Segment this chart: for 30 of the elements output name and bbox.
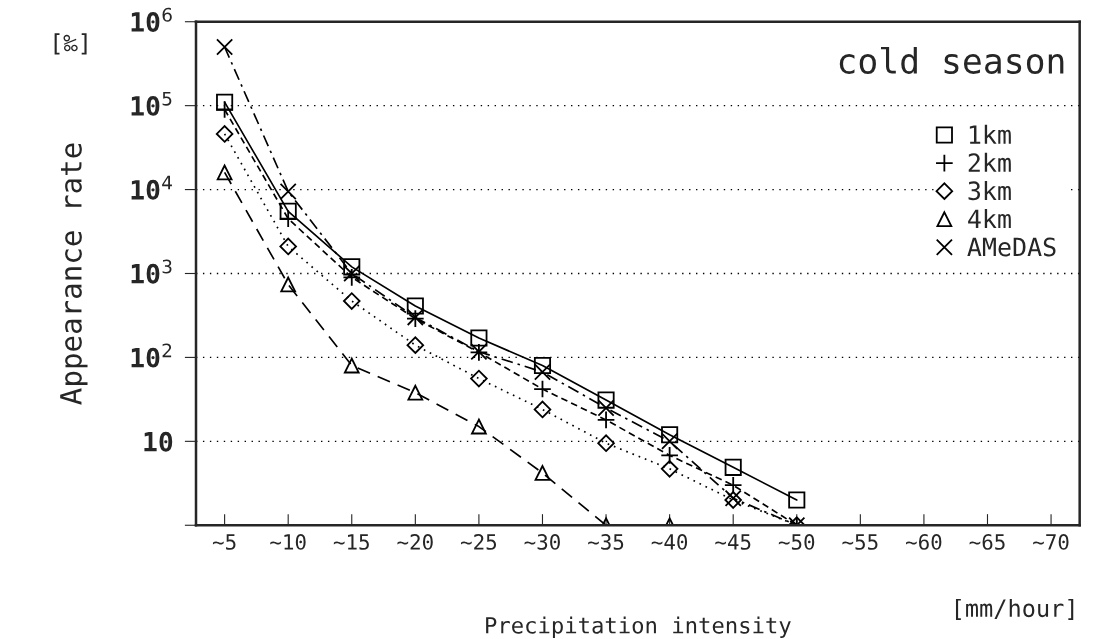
y-tick-label: 10$^{5}$ — [131, 91, 172, 116]
x-tick-label: ∼55 — [842, 534, 878, 550]
x-tick-label: ∼30 — [524, 534, 560, 550]
x-tick-label: ∼65 — [969, 534, 1005, 550]
legend-label: AMeDAS — [967, 237, 1056, 257]
x-tick-label: ∼60 — [906, 534, 942, 550]
y-axis-title: Appearance rate — [60, 143, 88, 405]
legend-label: 3km — [968, 180, 1011, 201]
text: [mm/hour] — [955, 598, 1074, 620]
legend-label: 2km — [968, 152, 1011, 172]
x-tick-label: ∼20 — [397, 534, 433, 550]
y-tick-label: 10$^{4}$ — [131, 175, 172, 200]
x-tick-label: ∼35 — [588, 534, 624, 550]
x-tick-label: ∼10 — [270, 534, 306, 550]
y-tick-label: 10$^{6}$ — [131, 7, 172, 32]
x-tick-label: ∼25 — [460, 534, 497, 550]
x-tick-label: ∼45 — [715, 534, 751, 550]
x-tick-label: ∼5 — [212, 534, 236, 550]
x-tick-label: ∼70 — [1033, 534, 1069, 550]
y-tick-label: 10$^{3}$ — [131, 259, 172, 284]
y-tick-label: 10 — [144, 431, 173, 452]
y-tick-label: 10$^{2}$ — [131, 343, 172, 368]
text: cold season — [839, 46, 1064, 74]
x-axis-title: Precipitation intensity — [486, 616, 791, 638]
legend-label: 4km — [968, 208, 1011, 228]
text: [‰] — [54, 33, 87, 55]
x-tick-label: ∼50 — [778, 534, 815, 550]
legend-label: 1km — [969, 124, 1011, 144]
x-tick-label: ∼15 — [333, 534, 369, 550]
x-tick-label: ∼40 — [651, 534, 688, 550]
